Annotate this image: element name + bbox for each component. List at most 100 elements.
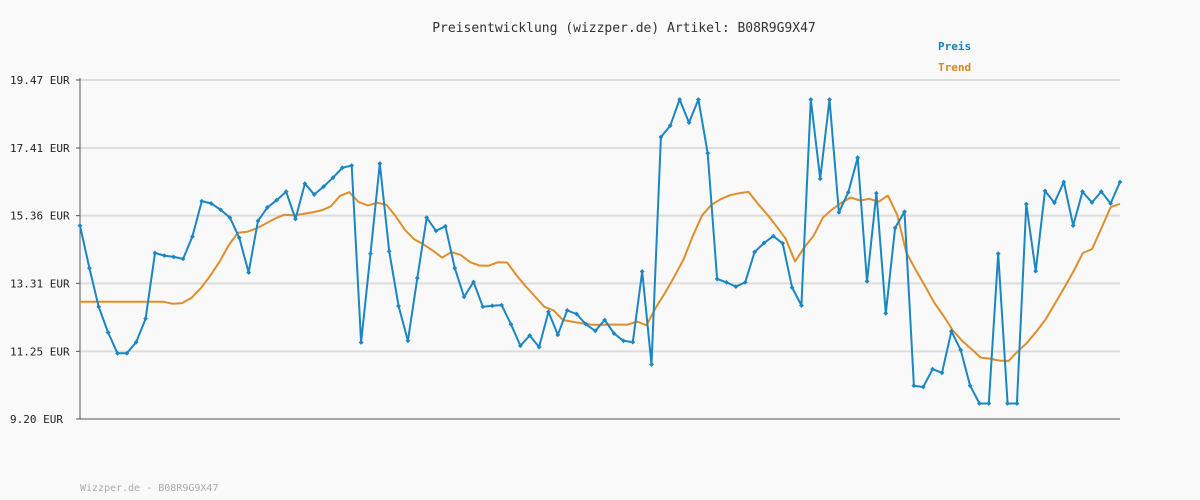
y-tick-label: 13.31 EUR [10, 277, 70, 290]
preis-point [911, 383, 917, 389]
preis-point [396, 303, 401, 309]
legend-entry-trend: Trend [938, 61, 971, 74]
preis-point [845, 189, 851, 195]
preis-point [274, 197, 280, 203]
preis-point [667, 123, 673, 128]
preis-point [227, 215, 233, 221]
preis-point [827, 97, 832, 102]
preis-point [752, 249, 757, 255]
preis-point [1117, 179, 1123, 185]
preis-point [414, 275, 420, 281]
preis-point [873, 190, 879, 196]
preis-point [339, 165, 345, 171]
legend-entry-preis: Preis [938, 40, 971, 53]
price-series [77, 97, 1123, 406]
preis-point [1023, 201, 1029, 207]
preis-point [611, 331, 617, 336]
preis-point [677, 97, 683, 102]
preis-point [930, 366, 936, 372]
preis-point [405, 338, 411, 344]
preis-point [124, 350, 130, 356]
preis-point [630, 339, 636, 345]
preis-point [892, 225, 898, 231]
preis-point [920, 384, 926, 390]
preis-point [517, 343, 523, 349]
preis-point [1042, 188, 1048, 194]
axes [79, 78, 1120, 420]
preis-point [246, 270, 252, 275]
trend-series [80, 190, 1121, 362]
preis-point [705, 150, 711, 156]
preis-point [377, 161, 383, 166]
preis-point [527, 333, 533, 338]
y-tick-label: 15.36 EUR [10, 210, 70, 223]
grid-lines [80, 79, 1120, 353]
preis-point [199, 198, 205, 204]
preis-point [902, 209, 907, 215]
preis-point [152, 250, 158, 256]
preis-point [236, 235, 242, 241]
preis-point [621, 338, 626, 344]
preis-point [836, 209, 842, 215]
preis-point [995, 251, 1001, 257]
preis-point [255, 218, 261, 224]
preis-point [948, 328, 954, 334]
preis-point [770, 233, 776, 239]
preis-point [1061, 179, 1067, 185]
preis-point [1089, 200, 1095, 205]
preis-point [443, 223, 448, 229]
preis-point [958, 347, 964, 353]
y-axis-ticks: 19.47 EUR 17.41 EUR 15.36 EUR 13.31 EUR 11.2… [10, 74, 80, 426]
preis-point [592, 328, 598, 334]
preis-point [555, 332, 561, 338]
preis-point [714, 276, 720, 282]
footer-credit: Wizzper.de - B08R9G9X47 [80, 483, 218, 494]
preis-point [96, 304, 102, 310]
preis-point [161, 253, 167, 259]
preis-point [658, 134, 664, 140]
preis-point [546, 309, 551, 315]
preis-point [190, 234, 195, 239]
preis-point [264, 205, 270, 210]
preis-point [574, 311, 579, 317]
preis-point [330, 175, 336, 181]
preis-point [564, 308, 570, 313]
preis-point [1070, 223, 1076, 228]
preis-point [1108, 201, 1114, 206]
preis-point [789, 285, 795, 291]
preis-point [695, 97, 701, 102]
y-tick-label: 19.47 EUR [10, 74, 70, 87]
preis-point [471, 279, 476, 285]
preis-point [302, 181, 308, 187]
preis-point [433, 228, 439, 234]
preis-point [977, 401, 982, 406]
preis-point [742, 279, 748, 285]
preis-point [986, 401, 992, 406]
preis-point [602, 317, 608, 323]
preis-point [780, 240, 786, 246]
preis-point [855, 155, 861, 160]
preis-point [799, 303, 804, 308]
preis-point [761, 240, 767, 246]
preis-point [171, 254, 177, 260]
preis-point [499, 302, 505, 308]
preis-point [143, 316, 148, 322]
preis-point [1033, 268, 1039, 274]
preis-point [649, 362, 654, 367]
preis-point [480, 304, 486, 310]
preis-point [1052, 200, 1057, 206]
preis-point [639, 269, 645, 274]
preis-line [79, 98, 1121, 405]
preis-point [864, 278, 870, 284]
preis-point [86, 265, 92, 271]
preis-point [808, 97, 814, 102]
y-tick-label: 17.41 EUR [10, 142, 70, 155]
preis-point [105, 330, 111, 335]
preis-point [1098, 189, 1104, 194]
preis-point [208, 201, 214, 206]
y-tick-label: 11.25 EUR [10, 345, 70, 358]
preis-point [321, 184, 327, 190]
chart-title: Preisentwicklung (wizzper.de) Artikel: B… [432, 21, 816, 36]
preis-point [733, 284, 739, 290]
